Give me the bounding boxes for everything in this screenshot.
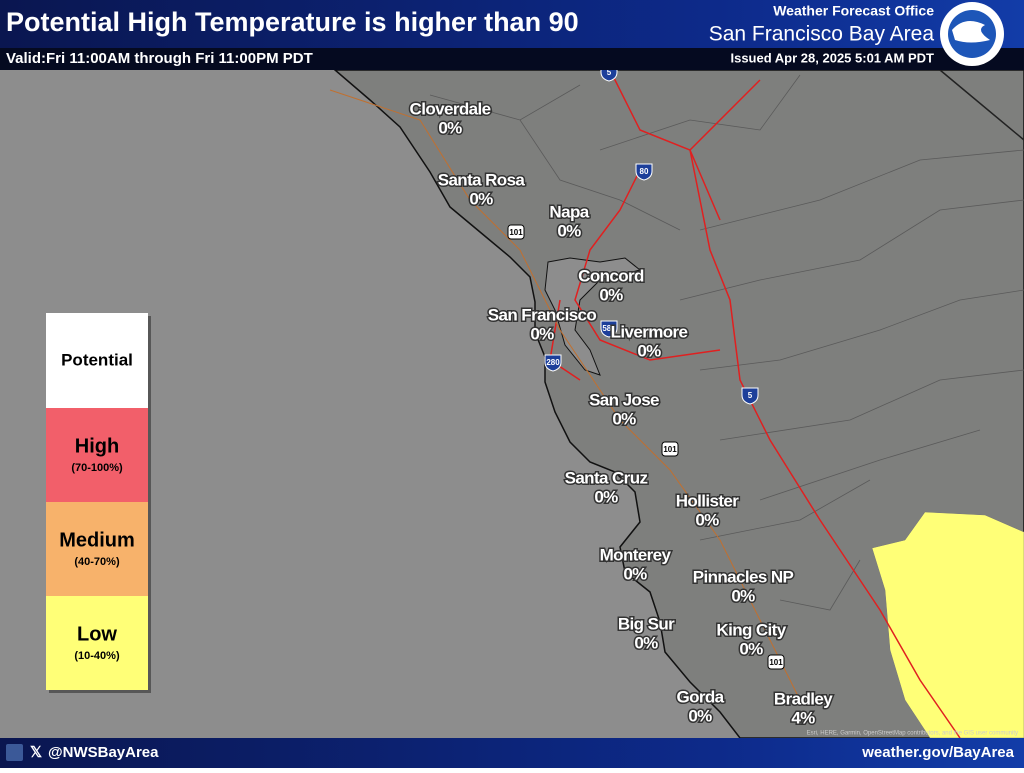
x-icon[interactable]: 𝕏 bbox=[30, 744, 42, 761]
interstates bbox=[549, 69, 961, 739]
us-shield bbox=[661, 441, 679, 457]
legend-label: High bbox=[75, 435, 119, 457]
city-value: 0% bbox=[637, 341, 661, 360]
highway-label: 280 bbox=[546, 358, 560, 367]
city-name: Pinnacles NP bbox=[693, 567, 794, 586]
city-name: Concord bbox=[578, 266, 644, 285]
city-value: 0% bbox=[594, 487, 618, 506]
highway-label: 101 bbox=[663, 445, 677, 454]
handle[interactable]: @NWSBayArea bbox=[48, 744, 159, 761]
footer-bar bbox=[0, 738, 1024, 768]
interstate-shield bbox=[741, 387, 759, 405]
city-name: Gorda bbox=[676, 687, 724, 706]
city-value: 0% bbox=[731, 586, 755, 605]
city-name: San Jose bbox=[589, 390, 659, 409]
area: San Francisco Bay Area bbox=[709, 23, 935, 46]
city-value: 0% bbox=[688, 706, 712, 725]
highway-label: 5 bbox=[748, 391, 753, 400]
valid-time: Valid:Fri 11:00AM through Fri 11:00PM PD… bbox=[6, 50, 313, 67]
city-value: 0% bbox=[695, 510, 719, 529]
bay bbox=[544, 257, 642, 376]
city-name: San Francisco bbox=[488, 305, 597, 324]
header-bar bbox=[0, 0, 1024, 48]
city-name: Bradley bbox=[774, 689, 833, 708]
city-name: King City bbox=[716, 620, 786, 639]
legend: Potential High (70-100%) Medium (40-70%)… bbox=[46, 313, 151, 693]
attribution: Esri, HERE, Garmin, OpenStreetMap contri… bbox=[807, 731, 1018, 737]
legend-range: (40-70%) bbox=[74, 556, 120, 568]
city-name: Cloverdale bbox=[410, 99, 491, 118]
legend-range: (10-40%) bbox=[74, 650, 120, 662]
city-value: 0% bbox=[599, 285, 623, 304]
city-value: 4% bbox=[791, 708, 815, 727]
county-lines bbox=[429, 69, 1024, 611]
highway-101 bbox=[329, 89, 801, 701]
city-name: Monterey bbox=[600, 545, 672, 564]
city-value: 0% bbox=[739, 639, 763, 658]
city-value: 0% bbox=[530, 324, 554, 343]
legend-label: Low bbox=[77, 623, 117, 645]
city-name: Hollister bbox=[676, 491, 740, 510]
highway-label: 5 bbox=[607, 68, 612, 77]
city-value: 0% bbox=[612, 409, 636, 428]
interstate-shield bbox=[544, 354, 562, 372]
highway-label: 80 bbox=[640, 167, 649, 176]
url[interactable]: weather.gov/BayArea bbox=[861, 744, 1014, 761]
city-value: 0% bbox=[634, 633, 658, 652]
yellow-area bbox=[871, 511, 1024, 739]
office: Weather Forecast Office bbox=[773, 3, 934, 19]
interstate-shield bbox=[635, 163, 653, 181]
facebook-icon[interactable] bbox=[6, 744, 23, 761]
legend-label: Medium bbox=[59, 529, 135, 551]
highway-label: 580 bbox=[602, 324, 616, 333]
subheader-bar bbox=[0, 48, 1024, 70]
city-value: 0% bbox=[469, 189, 493, 208]
us-shield bbox=[767, 654, 785, 670]
city-name: Livermore bbox=[611, 322, 688, 341]
legend-range: (70-100%) bbox=[71, 462, 123, 474]
legend-title: Potential bbox=[61, 350, 133, 369]
city-value: 0% bbox=[438, 118, 462, 137]
city-name: Big Sur bbox=[618, 614, 675, 633]
highway-label: 101 bbox=[509, 228, 523, 237]
city-value: 0% bbox=[623, 564, 647, 583]
city-name: Napa bbox=[549, 202, 589, 221]
city-name: Santa Rosa bbox=[438, 170, 526, 189]
nws-logo bbox=[940, 2, 1004, 66]
city-name: Santa Cruz bbox=[565, 468, 648, 487]
us-shield bbox=[507, 224, 525, 240]
title: Potential High Temperature is higher tha… bbox=[6, 7, 579, 37]
city-value: 0% bbox=[557, 221, 581, 240]
issued: Issued Apr 28, 2025 5:01 AM PDT bbox=[730, 50, 934, 65]
highway-label: 101 bbox=[769, 658, 783, 667]
interstate-shield bbox=[600, 320, 618, 338]
